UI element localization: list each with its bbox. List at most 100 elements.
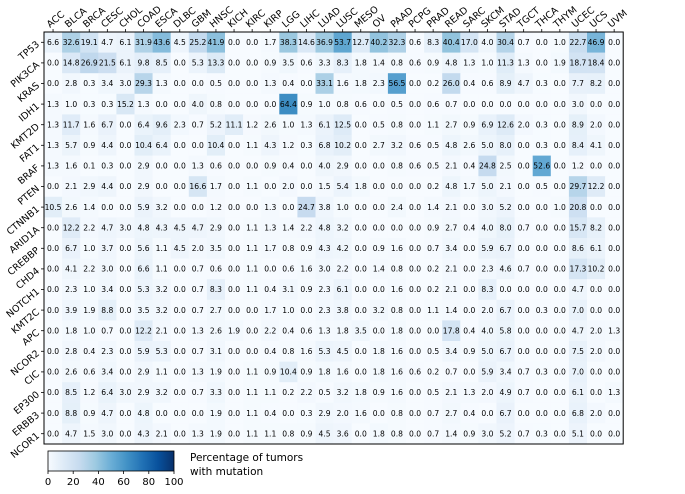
cell-value-NCOR2-GBM: 0.7 xyxy=(192,347,204,356)
cell-value-ARID1A-CHOL: 3.0 xyxy=(119,223,131,232)
cell-value-CTNNB1-BLCA: 2.6 xyxy=(65,203,77,212)
cell-NCOR1-LUAD xyxy=(315,423,334,445)
cell-KRAS-LIHC xyxy=(297,73,316,95)
cell-KMT2D-KIRP xyxy=(261,114,280,136)
cell-IDH1-LIHC xyxy=(297,93,316,115)
cell-KRAS-TGCT xyxy=(514,73,533,95)
cell-value-CTNNB1-ESCA: 3.2 xyxy=(156,203,168,212)
cell-NCOR1-MESO xyxy=(351,423,371,445)
cell-CTNNB1-OV xyxy=(369,196,389,218)
cell-KMT2D-MESO xyxy=(351,114,371,136)
cell-NCOR2-UCEC xyxy=(568,341,588,362)
cell-value-APC-BRCA: 1.0 xyxy=(83,326,95,335)
cell-TP53-DLBC xyxy=(170,32,190,53)
cell-value-APC-OV: 0.0 xyxy=(373,326,385,335)
cell-value-APC-UCS: 2.0 xyxy=(590,326,602,335)
cell-KRAS-CHOL xyxy=(116,73,135,95)
cell-CIC-LGG xyxy=(279,361,298,383)
cell-value-EP300-BRCA: 1.2 xyxy=(83,388,95,397)
cell-value-KRAS-OV: 2.3 xyxy=(373,79,385,88)
cell-CHD4-PRAD xyxy=(424,258,443,280)
cell-EP300-SKCM xyxy=(478,382,497,404)
cell-PIK3CA-TGCT xyxy=(514,52,533,74)
cell-value-NCOR2-THYM: 0.0 xyxy=(554,347,566,356)
cell-value-PTEN-SKCM: 5.0 xyxy=(481,182,493,191)
cell-value-CTNNB1-SARC: 0.0 xyxy=(463,203,475,212)
cell-value-KMT2C-UCS: 0.0 xyxy=(590,306,602,315)
cell-PIK3CA-BLCA xyxy=(62,52,81,74)
cell-CTNNB1-DLBC xyxy=(170,196,190,218)
cell-value-NCOR1-LUAD: 4.5 xyxy=(319,429,331,438)
cell-NCOR2-LIHC xyxy=(297,341,316,362)
cell-value-NCOR1-PCPG: 0.0 xyxy=(409,429,421,438)
cell-value-NOTCH1-KIRP: 0.4 xyxy=(264,285,276,294)
cell-value-IDH1-KICH: 0.0 xyxy=(228,100,240,109)
cell-value-KMT2D-KIRP: 2.6 xyxy=(264,120,276,129)
cell-KMT2C-PCPG xyxy=(406,299,425,321)
cell-value-TP53-BLCA: 32.6 xyxy=(63,38,80,47)
cell-NCOR2-PRAD xyxy=(424,341,443,362)
cell-value-NCOR1-COAD: 4.3 xyxy=(138,429,150,438)
cell-NCOR2-LGG xyxy=(279,341,298,362)
cell-value-KMT2D-PAAD: 0.8 xyxy=(391,120,403,129)
cell-TP53-LUAD xyxy=(315,32,334,53)
cell-ERBB3-BLCA xyxy=(62,402,81,424)
cell-NCOR2-KIRC xyxy=(243,341,262,362)
cell-ARID1A-ACC xyxy=(44,217,63,239)
cell-CREBBP-CHOL xyxy=(116,238,135,259)
cell-ARID1A-ESCA xyxy=(152,217,171,239)
cell-value-KRAS-THYM: 0.0 xyxy=(554,79,566,88)
cell-NCOR1-UCS xyxy=(587,423,606,445)
cell-value-CIC-GBM: 1.3 xyxy=(192,368,204,377)
cell-CIC-SKCM xyxy=(478,361,497,383)
cell-value-IDH1-TGCT: 0.0 xyxy=(518,100,530,109)
cell-value-KRAS-LGG: 0.4 xyxy=(282,79,294,88)
cell-value-ERBB3-ESCA: 0.0 xyxy=(156,409,168,418)
cell-KMT2D-HNSC xyxy=(206,114,226,136)
cell-value-TP53-LGG: 38.3 xyxy=(280,38,297,47)
cell-PTEN-THYM xyxy=(550,176,570,198)
cell-value-APC-CHOL: 0.0 xyxy=(119,326,131,335)
cell-KMT2D-DLBC xyxy=(170,114,190,136)
cell-value-PIK3CA-CHOL: 6.1 xyxy=(119,59,131,68)
cell-TP53-UCEC xyxy=(568,32,588,53)
cell-NCOR1-COAD xyxy=(134,423,153,445)
cell-value-KMT2C-PRAD: 1.1 xyxy=(427,306,439,315)
cell-value-APC-SKCM: 4.0 xyxy=(481,326,493,335)
cell-value-TP53-CESC: 4.7 xyxy=(101,38,113,47)
cell-value-PIK3CA-LGG: 3.5 xyxy=(282,59,294,68)
cell-value-PIK3CA-BLCA: 14.8 xyxy=(63,59,80,68)
cell-value-BRAF-OV: 0.0 xyxy=(373,162,385,171)
cell-value-ARID1A-KICH: 0.0 xyxy=(228,223,240,232)
cell-PTEN-COAD xyxy=(134,176,153,198)
cell-value-CIC-PCPG: 0.6 xyxy=(409,368,421,377)
cell-CHD4-TGCT xyxy=(514,258,533,280)
cell-value-ARID1A-UCS: 8.2 xyxy=(590,223,602,232)
cell-CTNNB1-THYM xyxy=(550,196,570,218)
cell-CHD4-LIHC xyxy=(297,258,316,280)
cell-value-NCOR1-STAD: 5.2 xyxy=(500,429,512,438)
cell-value-IDH1-THCA: 0.0 xyxy=(536,100,548,109)
cell-value-BRAF-UCEC: 1.2 xyxy=(572,162,584,171)
cell-CREBBP-THYM xyxy=(550,238,570,259)
cell-ERBB3-KIRC xyxy=(243,402,262,424)
cell-BRAF-PCPG xyxy=(406,155,425,177)
cell-value-PTEN-SARC: 1.7 xyxy=(463,182,475,191)
cell-value-CHD4-MESO: 0.0 xyxy=(355,265,367,274)
cell-NCOR2-CHOL xyxy=(116,341,135,362)
cell-value-ERBB3-UVM: 0.0 xyxy=(608,409,620,418)
cell-value-ARID1A-LIHC: 2.2 xyxy=(300,223,312,232)
cell-value-CIC-READ: 0.7 xyxy=(445,368,457,377)
cell-value-IDH1-PAAD: 0.5 xyxy=(391,100,403,109)
cell-value-NOTCH1-CESC: 3.4 xyxy=(101,285,113,294)
cell-ERBB3-SKCM xyxy=(478,402,497,424)
cell-FAT1-CHOL xyxy=(116,135,135,156)
cell-value-CREBBP-UCS: 6.1 xyxy=(590,244,602,253)
cell-CIC-THYM xyxy=(550,361,570,383)
cell-PIK3CA-THCA xyxy=(532,52,552,74)
cell-value-KMT2C-HNSC: 2.7 xyxy=(210,306,222,315)
cell-BRAF-THYM xyxy=(550,155,570,177)
cell-value-APC-KIRP: 2.2 xyxy=(264,326,276,335)
cell-PTEN-PRAD xyxy=(424,176,443,198)
cell-value-PTEN-CHOL: 0.0 xyxy=(119,182,131,191)
